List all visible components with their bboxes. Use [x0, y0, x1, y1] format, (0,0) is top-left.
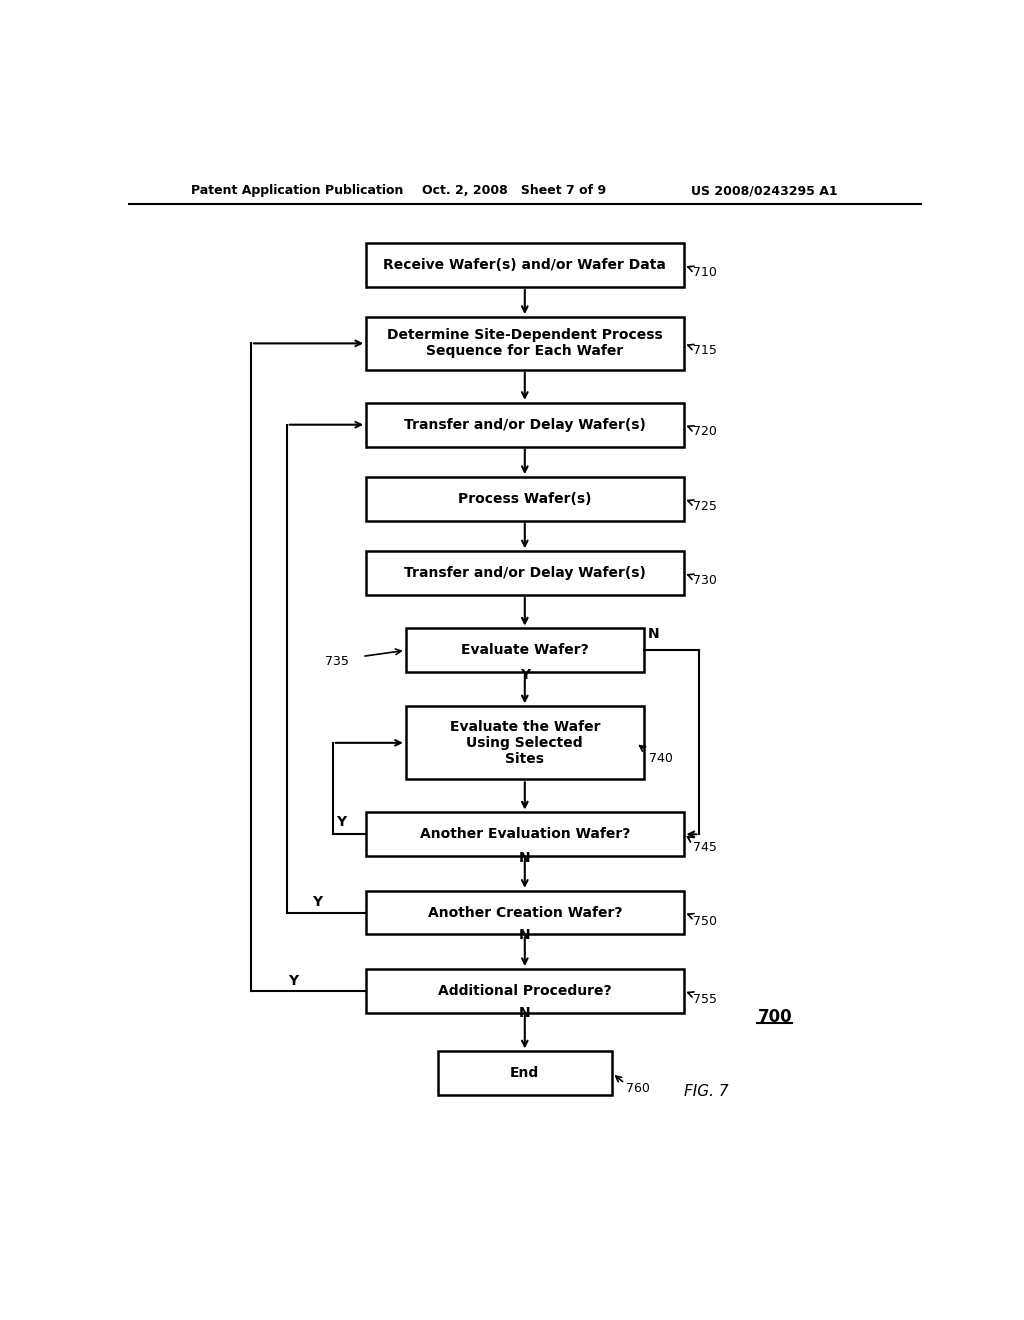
Text: Process Wafer(s): Process Wafer(s): [458, 492, 592, 506]
Bar: [367, 812, 684, 857]
Text: FIG. 7: FIG. 7: [684, 1084, 728, 1100]
Text: 710: 710: [693, 265, 717, 279]
Text: Receive Wafer(s) and/or Wafer Data: Receive Wafer(s) and/or Wafer Data: [383, 259, 667, 272]
Text: Patent Application Publication: Patent Application Publication: [191, 185, 403, 198]
Text: 755: 755: [693, 994, 717, 1006]
Text: Transfer and/or Delay Wafer(s): Transfer and/or Delay Wafer(s): [403, 566, 646, 579]
Bar: [367, 243, 684, 286]
Bar: [406, 628, 644, 672]
Text: 700: 700: [758, 1008, 793, 1026]
Text: Y: Y: [520, 668, 529, 681]
Bar: [437, 1051, 612, 1096]
Text: Transfer and/or Delay Wafer(s): Transfer and/or Delay Wafer(s): [403, 417, 646, 432]
Text: US 2008/0243295 A1: US 2008/0243295 A1: [691, 185, 838, 198]
Text: 730: 730: [693, 574, 717, 586]
Text: Another Evaluation Wafer?: Another Evaluation Wafer?: [420, 828, 630, 841]
Text: 715: 715: [693, 345, 717, 356]
Text: Y: Y: [312, 895, 322, 909]
Text: Additional Procedure?: Additional Procedure?: [438, 983, 611, 998]
Bar: [367, 317, 684, 370]
Text: 740: 740: [648, 751, 673, 764]
Text: 745: 745: [693, 841, 717, 854]
Text: Y: Y: [288, 974, 298, 987]
Text: N: N: [519, 850, 530, 865]
Text: 735: 735: [325, 655, 348, 668]
Bar: [367, 552, 684, 595]
Bar: [367, 969, 684, 1012]
Bar: [367, 403, 684, 446]
Text: Evaluate the Wafer
Using Selected
Sites: Evaluate the Wafer Using Selected Sites: [450, 719, 600, 766]
Text: N: N: [647, 627, 659, 642]
Bar: [367, 477, 684, 521]
Text: Oct. 2, 2008   Sheet 7 of 9: Oct. 2, 2008 Sheet 7 of 9: [422, 185, 606, 198]
Bar: [367, 891, 684, 935]
Bar: [406, 706, 644, 779]
Text: Another Creation Wafer?: Another Creation Wafer?: [428, 906, 622, 920]
Text: Determine Site-Dependent Process
Sequence for Each Wafer: Determine Site-Dependent Process Sequenc…: [387, 329, 663, 359]
Text: N: N: [519, 1006, 530, 1020]
Text: Evaluate Wafer?: Evaluate Wafer?: [461, 643, 589, 657]
Text: 750: 750: [693, 915, 717, 928]
Text: 760: 760: [627, 1082, 650, 1094]
Text: 725: 725: [693, 499, 717, 512]
Text: Y: Y: [336, 816, 346, 829]
Text: 720: 720: [693, 425, 717, 438]
Text: End: End: [510, 1067, 540, 1080]
Text: N: N: [519, 928, 530, 942]
